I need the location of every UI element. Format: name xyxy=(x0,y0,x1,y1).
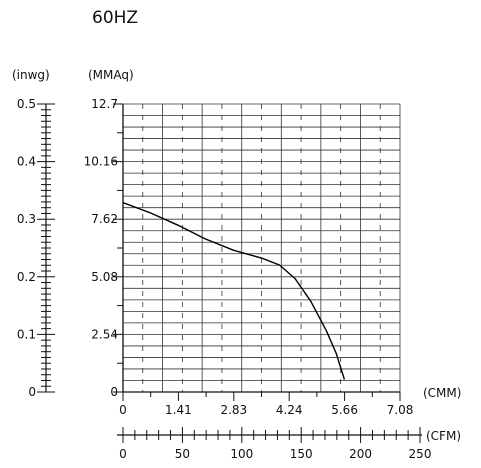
axis-mmaq-tick-label: 12.7 xyxy=(91,97,118,111)
chart-title: 60HZ xyxy=(92,8,138,28)
axis-cfm-tick-label: 50 xyxy=(175,447,190,461)
axis-inwg-tick-label: 0 xyxy=(28,385,36,399)
axis-cfm-unit: (CFM) xyxy=(426,429,461,443)
axis-cfm-tick-label: 200 xyxy=(349,447,372,461)
axis-inwg-tick-label: 0.5 xyxy=(17,97,36,111)
axis-cmm-tick-label: 5.66 xyxy=(331,403,358,417)
axis-mmaq-tick-label: 5.08 xyxy=(91,270,118,284)
axes: 0 0.1 0.2 0.3 0.4 0.5 (inwg) 0 2.54 5.08 7.62 10.16… xyxy=(12,68,461,461)
axis-mmaq-tick-label: 10.16 xyxy=(84,155,118,169)
axis-mmaq-tick-label: 2.54 xyxy=(91,327,118,341)
axis-cmm-tick-label: 0 xyxy=(119,403,127,417)
axis-cfm-tick-label: 0 xyxy=(119,447,127,461)
axis-inwg-tick-label: 0.1 xyxy=(17,327,36,341)
axis-inwg-tick-label: 0.3 xyxy=(17,212,36,226)
axis-cmm-unit: (CMM) xyxy=(423,386,461,400)
axis-mmaq-unit: (MMAq) xyxy=(88,68,134,82)
axis-cmm-tick-label: 4.24 xyxy=(276,403,303,417)
axis-inwg-tick-label: 0.4 xyxy=(17,155,36,169)
series-line xyxy=(122,201,346,380)
plot-area xyxy=(122,201,346,380)
axis-mmaq-tick-label: 7.62 xyxy=(91,212,118,226)
axis-cmm-tick-label: 7.08 xyxy=(387,403,414,417)
axis-cfm-tick-label: 100 xyxy=(230,447,253,461)
axis-cfm-tick-label: 150 xyxy=(290,447,313,461)
axis-cmm-tick-label: 2.83 xyxy=(220,403,247,417)
axis-inwg-unit: (inwg) xyxy=(12,68,50,82)
axis-cmm-tick-label: 1.41 xyxy=(165,403,192,417)
axis-cfm-tick-label: 250 xyxy=(409,447,432,461)
grid xyxy=(123,104,400,392)
axis-inwg-tick-label: 0.2 xyxy=(17,270,36,284)
